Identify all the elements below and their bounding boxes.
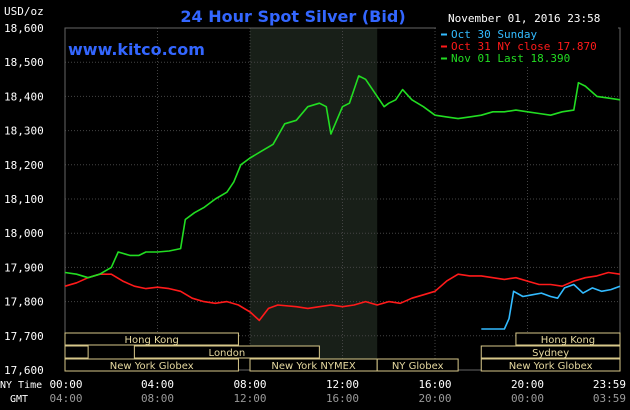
- y-axis-label: USD/oz: [4, 5, 44, 18]
- y-tick-label: 18,100: [4, 193, 44, 206]
- y-tick-label: 18,200: [4, 159, 44, 172]
- y-tick-label: 17,600: [4, 364, 44, 377]
- legend-background: [436, 27, 618, 66]
- x-tick-label-ny: 04:00: [141, 378, 174, 391]
- y-tick-label: 17,800: [4, 296, 44, 309]
- market-session-label: New York Globex: [509, 361, 593, 372]
- market-session-box: [376, 358, 459, 372]
- legend-entry: Oct 31 NY close 17.870: [451, 40, 597, 53]
- series-line-2: [64, 75, 621, 279]
- market-session-label: Hong Kong: [125, 335, 179, 346]
- y-tick-label: 18,000: [4, 227, 44, 240]
- x-tick-label-ny: 00:00: [49, 378, 82, 391]
- x-tick-label-gmt: 16:00: [326, 392, 359, 405]
- market-session-label: Hong Kong: [541, 335, 595, 346]
- market-session-box: [64, 358, 239, 372]
- x-axis-label-gmt: GMT: [10, 394, 28, 405]
- x-tick-label-gmt: 03:59: [593, 392, 626, 405]
- date-stamp: November 01, 2016 23:58: [448, 12, 600, 25]
- y-tick-label: 18,500: [4, 56, 44, 69]
- y-tick-label: 17,900: [4, 261, 44, 274]
- market-session-box: [133, 345, 320, 359]
- x-tick-label-ny: 08:00: [233, 378, 266, 391]
- x-tick-label-ny: 20:00: [511, 378, 544, 391]
- y-tick-label: 18,600: [4, 22, 44, 35]
- x-tick-label-gmt: 00:00: [511, 392, 544, 405]
- x-tick-label-gmt: 12:00: [233, 392, 266, 405]
- market-session-box: [515, 332, 621, 346]
- x-tick-label-ny: 16:00: [418, 378, 451, 391]
- market-session-box: [64, 332, 239, 346]
- y-tick-label: 18,300: [4, 125, 44, 138]
- x-tick-label-ny: 12:00: [326, 378, 359, 391]
- x-tick-label-ny: 23:59: [593, 378, 626, 391]
- market-session-box: [64, 345, 89, 359]
- x-axis-label-ny: NY Time: [0, 380, 42, 391]
- chart-title: 24 Hour Spot Silver (Bid): [180, 7, 405, 26]
- series-line-0: [481, 283, 621, 330]
- market-session-label: NY Globex: [392, 361, 444, 372]
- watermark-kitco: www.kitco.com: [68, 40, 205, 59]
- market-session-label: Sydney: [532, 348, 569, 359]
- series-line-1: [64, 271, 621, 322]
- market-session-label: New York NYMEX: [271, 361, 356, 372]
- market-session-label: London: [209, 348, 246, 359]
- market-session-box: [480, 345, 621, 359]
- y-tick-label: 17,700: [4, 330, 44, 343]
- market-session-label: New York Globex: [110, 361, 194, 372]
- x-tick-label-gmt: 20:00: [418, 392, 451, 405]
- legend-entry: Oct 30 Sunday: [451, 28, 537, 41]
- y-tick-label: 18,400: [4, 90, 44, 103]
- x-tick-label-gmt: 04:00: [49, 392, 82, 405]
- x-tick-label-gmt: 08:00: [141, 392, 174, 405]
- legend-entry: Nov 01 Last 18.390: [451, 52, 570, 65]
- market-session-box: [480, 358, 621, 372]
